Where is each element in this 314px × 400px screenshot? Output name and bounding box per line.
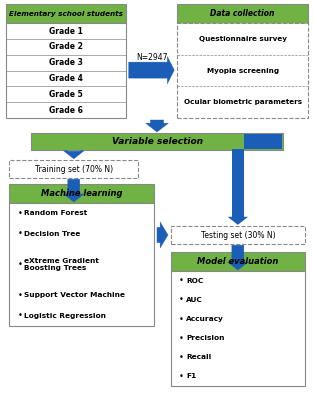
Text: Grade 1: Grade 1 bbox=[49, 26, 83, 36]
Text: •: • bbox=[179, 372, 184, 381]
Text: Elementary school students: Elementary school students bbox=[9, 10, 123, 17]
Polygon shape bbox=[157, 222, 168, 248]
Bar bbox=[171, 271, 305, 386]
Text: Training set (70% N): Training set (70% N) bbox=[35, 164, 113, 174]
Bar bbox=[6, 4, 126, 23]
Text: N=2947: N=2947 bbox=[136, 53, 167, 62]
Text: •: • bbox=[17, 291, 22, 300]
Text: •: • bbox=[179, 353, 184, 362]
Text: eXtreme Gradient
Boosting Trees: eXtreme Gradient Boosting Trees bbox=[24, 258, 98, 271]
Text: Variable selection: Variable selection bbox=[111, 137, 203, 146]
Text: Myopia screening: Myopia screening bbox=[207, 68, 279, 74]
Text: •: • bbox=[179, 295, 184, 304]
Text: Recall: Recall bbox=[186, 354, 211, 360]
Text: Grade 2: Grade 2 bbox=[49, 42, 83, 52]
Bar bbox=[171, 226, 305, 244]
Polygon shape bbox=[63, 151, 84, 159]
Bar bbox=[9, 160, 138, 178]
Bar bbox=[244, 134, 282, 149]
Text: AUC: AUC bbox=[186, 297, 203, 303]
Text: Grade 5: Grade 5 bbox=[49, 90, 83, 99]
Polygon shape bbox=[228, 217, 248, 225]
Text: Model evaluation: Model evaluation bbox=[197, 257, 279, 266]
Bar bbox=[9, 203, 154, 326]
Text: F1: F1 bbox=[186, 374, 197, 380]
Bar bbox=[232, 149, 244, 217]
Text: Grade 6: Grade 6 bbox=[49, 106, 83, 115]
Bar bbox=[31, 133, 283, 150]
Text: •: • bbox=[179, 276, 184, 285]
Bar bbox=[9, 184, 154, 203]
Text: Questionnaire survey: Questionnaire survey bbox=[198, 36, 287, 42]
Text: •: • bbox=[17, 311, 22, 320]
Text: •: • bbox=[17, 230, 22, 238]
Text: Grade 3: Grade 3 bbox=[49, 58, 83, 67]
Polygon shape bbox=[63, 179, 84, 202]
Text: •: • bbox=[17, 260, 22, 269]
Bar bbox=[6, 23, 126, 118]
Bar bbox=[177, 23, 308, 118]
Text: •: • bbox=[17, 209, 22, 218]
Text: Accuracy: Accuracy bbox=[186, 316, 224, 322]
Text: Testing set (30% N): Testing set (30% N) bbox=[201, 230, 275, 240]
Polygon shape bbox=[228, 245, 248, 270]
Text: Support Vector Machine: Support Vector Machine bbox=[24, 292, 124, 298]
Text: Grade 4: Grade 4 bbox=[49, 74, 83, 83]
Text: Decision Tree: Decision Tree bbox=[24, 231, 80, 237]
Bar bbox=[171, 252, 305, 271]
Text: Logistic Regression: Logistic Regression bbox=[24, 313, 106, 319]
Text: •: • bbox=[179, 314, 184, 324]
Text: Precision: Precision bbox=[186, 335, 225, 341]
Text: ROC: ROC bbox=[186, 278, 203, 284]
Bar bbox=[177, 4, 308, 23]
Polygon shape bbox=[129, 56, 174, 84]
Text: Machine learning: Machine learning bbox=[41, 189, 122, 198]
Text: Data collection: Data collection bbox=[210, 9, 275, 18]
Text: •: • bbox=[179, 334, 184, 343]
Text: Ocular biometric parameters: Ocular biometric parameters bbox=[183, 99, 302, 105]
Polygon shape bbox=[146, 120, 168, 132]
Text: Random Forest: Random Forest bbox=[24, 210, 87, 216]
